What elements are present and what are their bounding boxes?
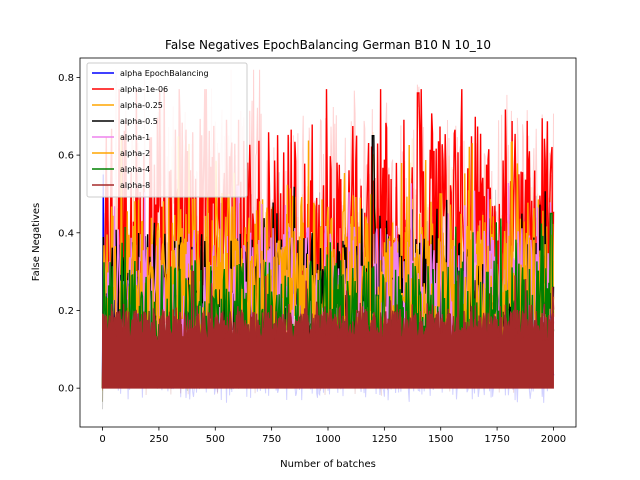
legend-label: alpha-2 [120,149,150,158]
x-tick-label: 1500 [428,434,453,445]
x-tick-label: 0 [99,434,105,445]
plot-area [101,69,555,410]
y-tick-label: 0.2 [58,306,74,317]
x-tick-label: 750 [262,434,281,445]
y-tick-label: 0.6 [58,151,74,162]
legend-label: alpha-1 [120,133,150,142]
y-tick-label: 0.4 [58,228,74,239]
x-tick-label: 500 [206,434,225,445]
x-tick-label: 2000 [541,434,566,445]
series-layer [101,69,555,410]
legend-label: alpha-0.5 [120,117,158,126]
y-axis-label: False Negatives [31,203,42,281]
x-axis: 0 250 500 750 1000 1250 1500 1750 2000 [99,427,566,445]
legend-label: alpha-0.25 [120,101,163,110]
chart-title: False Negatives EpochBalancing German B1… [165,38,491,52]
x-axis-label: Number of batches [280,459,376,470]
legend-box [86,62,248,198]
x-tick-label: 1750 [484,434,509,445]
x-tick-label: 1250 [372,434,397,445]
series-fill-alpha-8 [101,309,554,389]
y-tick-label: 0.0 [58,384,74,395]
legend-label: alpha EpochBalancing [120,69,209,78]
x-tick-label: 1000 [315,434,340,445]
legend-label: alpha-8 [120,181,150,190]
legend-label: alpha-1e-06 [120,85,168,94]
x-tick-label: 250 [149,434,168,445]
legend-label: alpha-4 [120,165,150,174]
legend: alpha EpochBalancing alpha-1e-06 alpha-0.2… [86,62,248,198]
y-axis: 0.0 0.2 0.4 0.6 0.8 [58,73,80,395]
y-tick-label: 0.8 [58,73,74,84]
